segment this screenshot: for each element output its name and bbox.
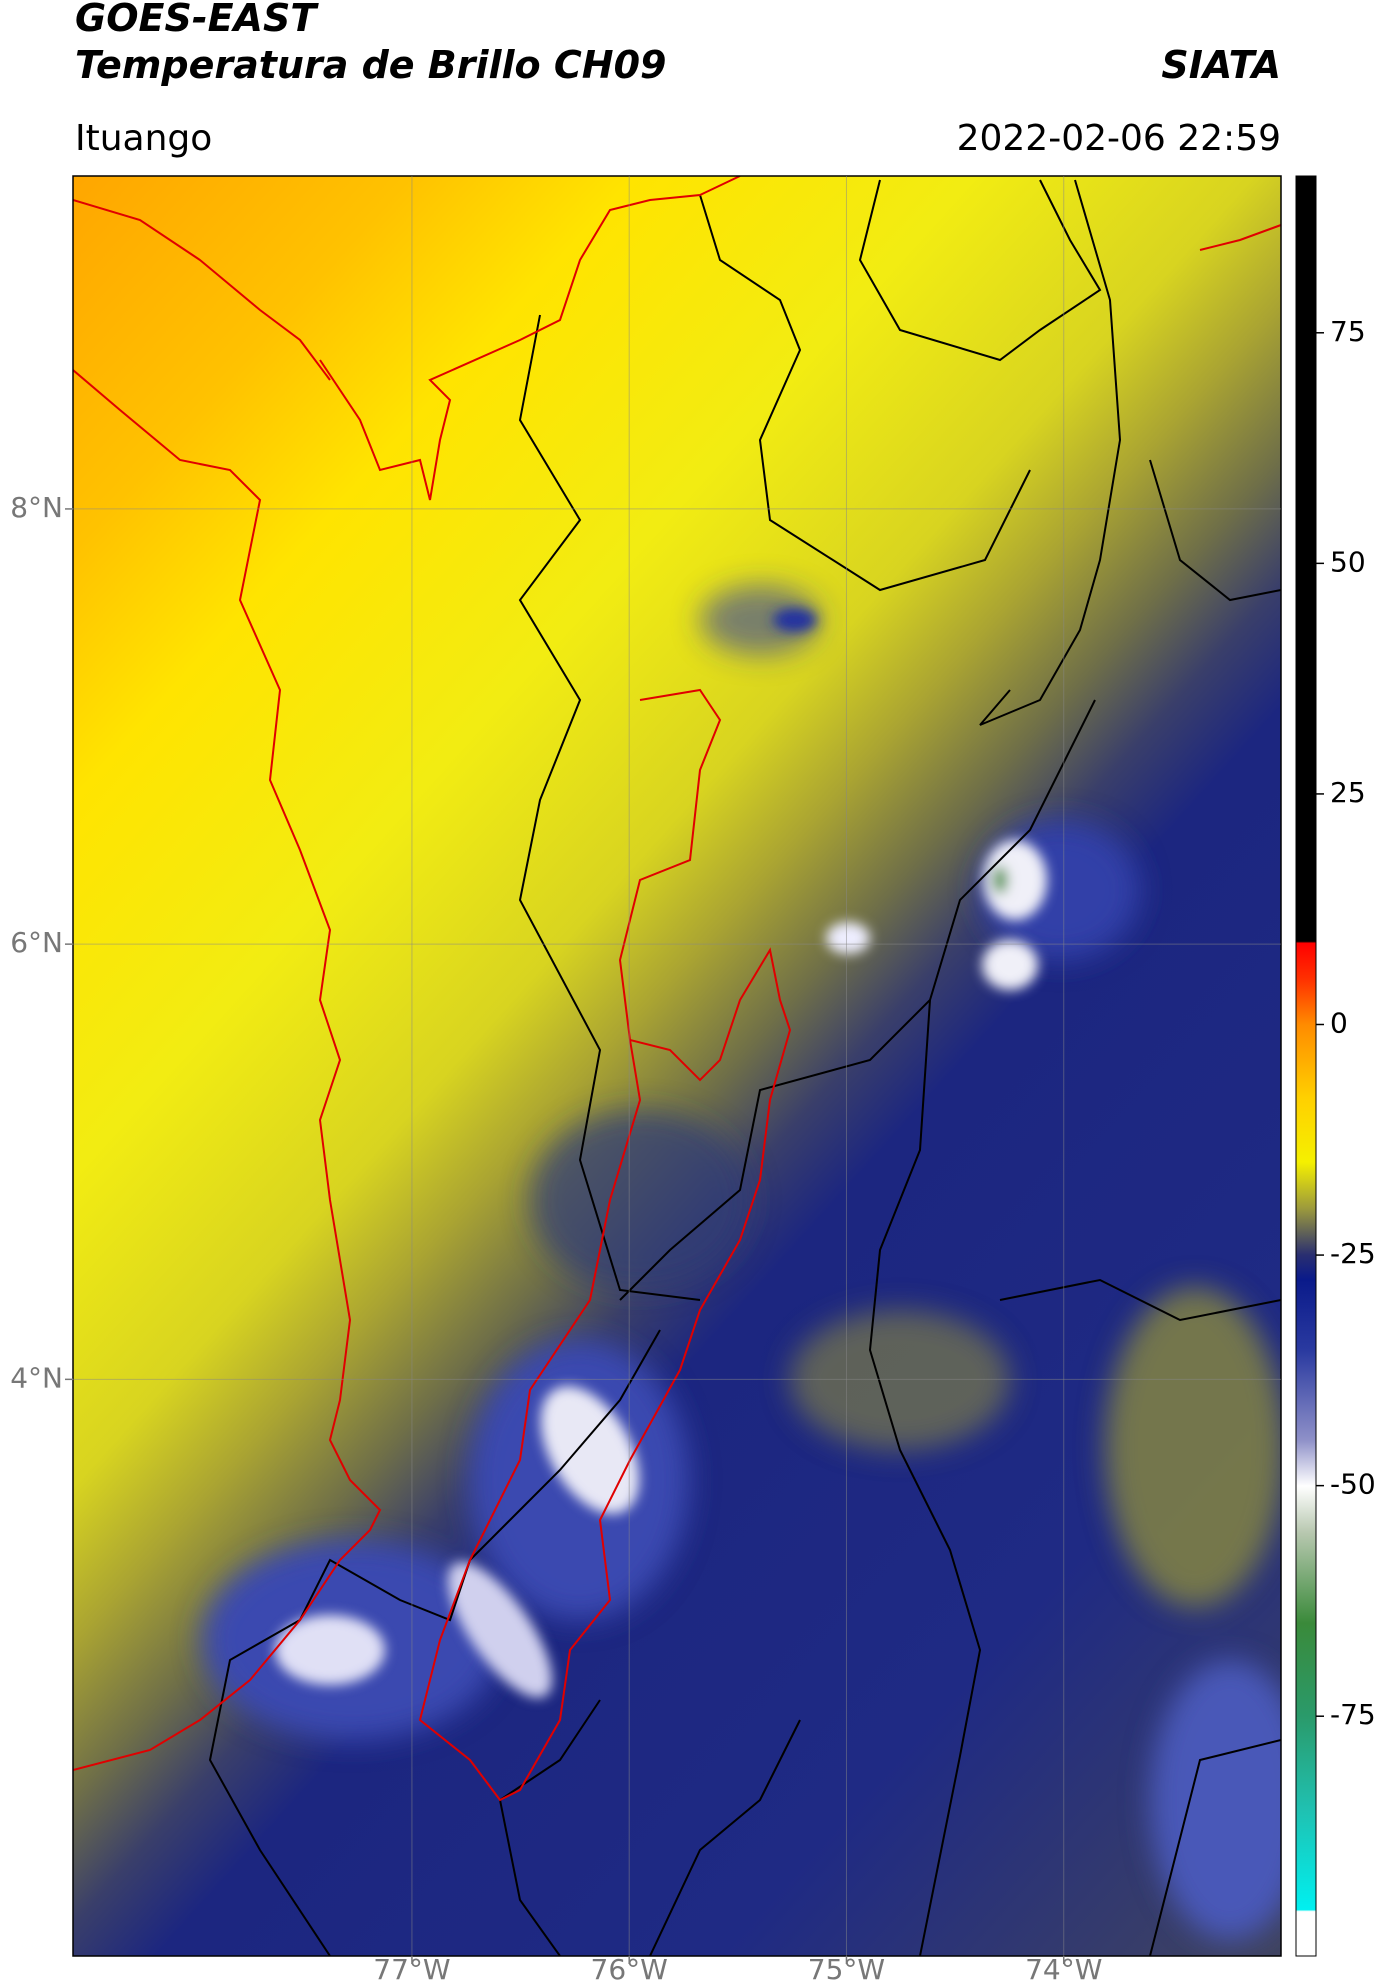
satellite-image bbox=[73, 176, 1281, 1956]
colorbar-tick-label: -75 bbox=[1330, 1698, 1376, 1731]
lon-tick-label: 76°W bbox=[591, 1953, 668, 1981]
colorbar-tick-label: -25 bbox=[1330, 1237, 1376, 1270]
lon-tick-label: 74°W bbox=[1025, 1953, 1102, 1981]
lon-tick-label: 77°W bbox=[373, 1953, 450, 1981]
colorbar-tick-label: 25 bbox=[1330, 776, 1366, 809]
axes: 8°N 6°N 4°N 77°W 76°W 75°W 74°W 75 50 25 0 -25 -50 -7… bbox=[10, 176, 1376, 1981]
lon-tick-label: 75°W bbox=[808, 1953, 885, 1981]
title: GOES-EAST bbox=[75, 0, 319, 40]
subtitle: Temperatura de Brillo CH09 bbox=[75, 43, 666, 87]
colorbar-tick-label: -50 bbox=[1330, 1468, 1376, 1501]
brand: SIATA bbox=[1161, 43, 1281, 87]
lat-tick-label: 6°N bbox=[10, 926, 63, 959]
map-frame bbox=[72, 175, 1282, 1957]
colorbar-tick-label: 0 bbox=[1330, 1006, 1348, 1039]
lat-tick-label: 4°N bbox=[10, 1361, 63, 1394]
admin-borders bbox=[208, 179, 1281, 1956]
lat-tick-label: 8°N bbox=[10, 491, 63, 524]
datetime: 2022-02-06 22:59 bbox=[957, 118, 1281, 159]
coastline bbox=[73, 176, 1281, 1802]
colorbar bbox=[1295, 175, 1317, 1957]
colorbar-tick-label: 75 bbox=[1330, 315, 1366, 348]
location: Ituango bbox=[75, 118, 212, 159]
colorbar-tick-label: 50 bbox=[1330, 545, 1366, 578]
